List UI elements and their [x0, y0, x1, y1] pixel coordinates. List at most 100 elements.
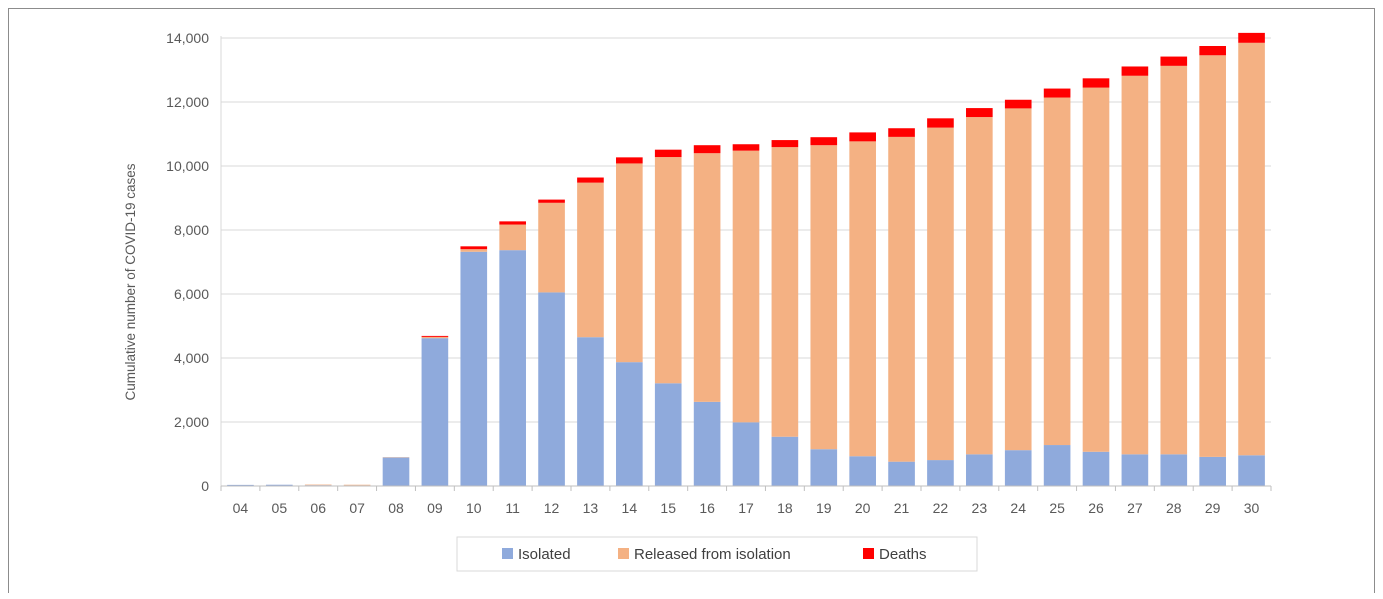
- x-tick-label: 08: [388, 500, 404, 516]
- x-tick-label: 04: [233, 500, 249, 516]
- bar-segment: [499, 221, 526, 224]
- bar-segment: [927, 118, 954, 127]
- bar-segment: [1160, 454, 1187, 486]
- x-tick-label: 29: [1205, 500, 1221, 516]
- bar-segment: [694, 145, 721, 153]
- legend-label: Isolated: [518, 546, 571, 563]
- bar-segment: [499, 225, 526, 251]
- bar-segment: [1160, 66, 1187, 454]
- bar-segment: [1044, 445, 1071, 486]
- y-tick-label: 6,000: [174, 286, 209, 302]
- bar-segment: [655, 150, 682, 157]
- x-tick-label: 07: [349, 500, 365, 516]
- bar-segment: [694, 153, 721, 402]
- x-tick-label: 16: [699, 500, 715, 516]
- x-tick-label: 06: [310, 500, 326, 516]
- bar-segment: [733, 422, 760, 486]
- bar-segment: [966, 108, 993, 117]
- bar-segment: [888, 137, 915, 462]
- bar-segment: [1044, 98, 1071, 446]
- bar-segment: [733, 151, 760, 423]
- bar-segment: [1083, 78, 1110, 87]
- bar-segment: [966, 117, 993, 454]
- bar-segment: [538, 292, 565, 486]
- bar-segment: [849, 132, 876, 141]
- x-tick-label: 15: [660, 500, 676, 516]
- bar-segment: [616, 362, 643, 486]
- bar-segment: [1238, 455, 1265, 486]
- bar-segment: [1238, 43, 1265, 455]
- y-tick-label: 10,000: [166, 158, 209, 174]
- bar-segment: [888, 462, 915, 486]
- bar-segment: [694, 402, 721, 486]
- x-tick-label: 20: [855, 500, 871, 516]
- x-tick-label: 26: [1088, 500, 1104, 516]
- bar-segment: [577, 183, 604, 338]
- x-tick-label: 05: [272, 500, 288, 516]
- x-tick-label: 30: [1244, 500, 1260, 516]
- bar-segment: [383, 458, 410, 486]
- bar-segment: [616, 163, 643, 362]
- bar-segment: [1005, 450, 1032, 486]
- x-tick-label: 24: [1010, 500, 1026, 516]
- bar-segment: [1122, 454, 1149, 486]
- bar-segment: [888, 128, 915, 137]
- bar-segment: [422, 338, 449, 486]
- bar-segment: [577, 337, 604, 486]
- bar-segment: [1238, 33, 1265, 43]
- bar-segment: [966, 454, 993, 486]
- bar-segment: [1122, 76, 1149, 455]
- bar-segment: [772, 140, 799, 147]
- x-tick-label: 12: [544, 500, 560, 516]
- bar-segment: [344, 485, 371, 486]
- bar-segment: [538, 203, 565, 293]
- bar-segment: [1160, 57, 1187, 66]
- bar-segment: [810, 145, 837, 449]
- bar-segment: [1083, 88, 1110, 452]
- y-tick-label: 4,000: [174, 350, 209, 366]
- bar-segment: [422, 336, 449, 337]
- x-tick-label: 23: [972, 500, 988, 516]
- bar-segment: [927, 128, 954, 460]
- bar-segment: [499, 250, 526, 486]
- bar-segment: [772, 437, 799, 486]
- bar-segment: [810, 449, 837, 486]
- bar-segment: [1199, 46, 1226, 55]
- stacked-bar-chart: 02,0004,0006,0008,00010,00012,00014,0000…: [9, 9, 1376, 594]
- y-tick-label: 14,000: [166, 30, 209, 46]
- legend-label: Deaths: [879, 546, 927, 563]
- x-tick-label: 27: [1127, 500, 1143, 516]
- bar-segment: [305, 485, 332, 486]
- x-tick-label: 17: [738, 500, 754, 516]
- bar-segment: [577, 178, 604, 183]
- bar-segment: [538, 200, 565, 203]
- y-axis-title: Cumulative number of COVID-19 cases: [123, 163, 138, 400]
- bar-segment: [1005, 100, 1032, 109]
- x-tick-label: 14: [622, 500, 638, 516]
- x-tick-label: 13: [583, 500, 599, 516]
- legend-swatch: [863, 548, 874, 559]
- bar-segment: [810, 137, 837, 145]
- y-tick-label: 0: [201, 478, 209, 494]
- bar-segment: [655, 157, 682, 383]
- x-tick-label: 18: [777, 500, 793, 516]
- x-tick-label: 22: [933, 500, 949, 516]
- y-tick-label: 12,000: [166, 94, 209, 110]
- bars: [227, 33, 1265, 486]
- bar-segment: [460, 249, 487, 252]
- bar-segment: [1044, 89, 1071, 98]
- y-tick-label: 8,000: [174, 222, 209, 238]
- x-tick-label: 19: [816, 500, 832, 516]
- x-tick-label: 21: [894, 500, 910, 516]
- bar-segment: [1083, 452, 1110, 486]
- bar-segment: [422, 337, 449, 338]
- x-tick-label: 10: [466, 500, 482, 516]
- bar-segment: [733, 144, 760, 150]
- bar-segment: [1199, 457, 1226, 486]
- legend-swatch: [502, 548, 513, 559]
- bar-segment: [849, 141, 876, 456]
- legend-swatch: [618, 548, 629, 559]
- bar-segment: [1199, 55, 1226, 457]
